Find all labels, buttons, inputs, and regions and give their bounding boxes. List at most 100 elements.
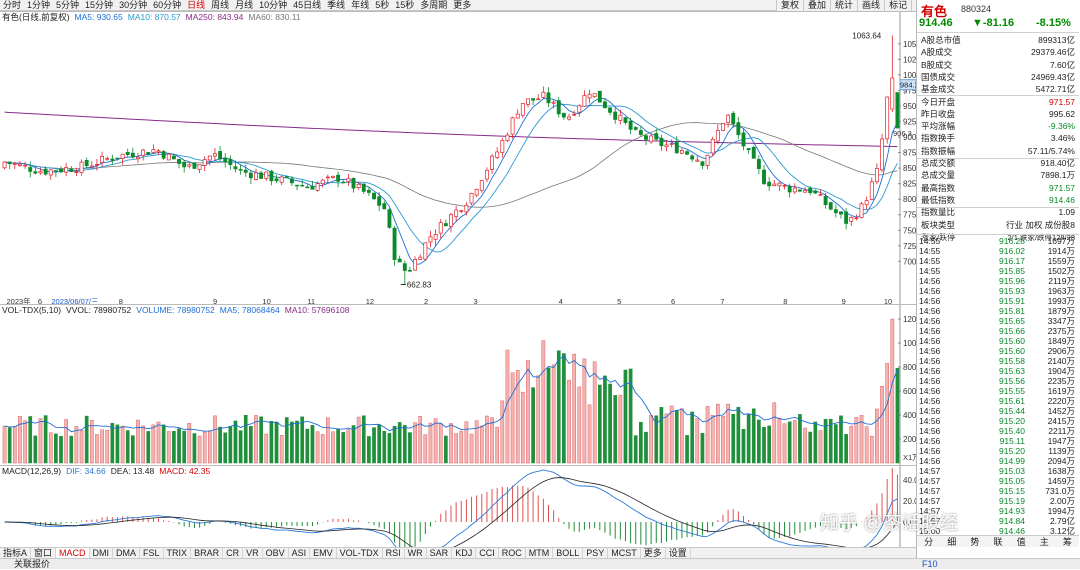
volume-bar[interactable] [736, 406, 741, 464]
candle[interactable] [449, 212, 453, 233]
quote-tab-0[interactable]: 分 [924, 537, 934, 547]
volume-bar[interactable] [372, 427, 376, 464]
candle[interactable] [644, 133, 648, 146]
tick-row[interactable]: 14:56 915.60 2906万 [917, 346, 1079, 357]
volume-bar[interactable] [141, 425, 145, 464]
volume-bar[interactable] [562, 353, 566, 464]
candle[interactable] [289, 176, 294, 187]
candle[interactable] [577, 104, 582, 117]
candle[interactable] [772, 179, 777, 187]
volume-bar[interactable] [608, 383, 612, 464]
period-11[interactable]: 季线 [327, 0, 346, 10]
volume-bar[interactable] [551, 364, 556, 464]
tool-button-0[interactable]: 复权 [776, 0, 804, 11]
volume-bar[interactable] [48, 432, 53, 464]
volume-bar[interactable] [469, 433, 474, 464]
volume-bar[interactable] [490, 417, 494, 464]
volume-bar[interactable] [880, 385, 884, 464]
volume-bar[interactable] [172, 431, 176, 464]
candle[interactable] [428, 230, 433, 248]
volume-bar[interactable] [813, 421, 818, 464]
indicator-tab-23[interactable]: MCST [608, 547, 641, 559]
candle[interactable] [679, 147, 684, 155]
volume-bar[interactable] [459, 430, 464, 464]
volume-bar[interactable] [38, 418, 43, 464]
quote-tab-2[interactable]: 势 [970, 537, 980, 547]
candle[interactable] [741, 128, 746, 151]
candle[interactable] [895, 92, 900, 129]
indicator-tab-2[interactable]: MACD [56, 547, 90, 559]
volume-bar[interactable] [690, 411, 695, 464]
indicator-tab-13[interactable]: VOL-TDX [337, 547, 383, 559]
volume-bar[interactable] [510, 372, 515, 464]
candle[interactable] [218, 145, 223, 162]
period-8[interactable]: 月线 [235, 0, 254, 10]
indicator-tab-9[interactable]: VR [243, 547, 263, 559]
candle[interactable] [561, 112, 566, 120]
macd-panel[interactable]: 40.00 20.00 0.00 [0, 465, 924, 562]
volume-bar[interactable] [849, 425, 854, 464]
candle[interactable] [166, 153, 171, 161]
volume-bar[interactable] [177, 428, 181, 464]
volume-bar[interactable] [356, 416, 361, 464]
volume-bar[interactable] [777, 417, 782, 464]
candlestick-chart[interactable]: 1050102510009759509259008758508258007757… [0, 12, 921, 306]
period-1[interactable]: 1分钟 [27, 0, 51, 10]
candle[interactable] [505, 132, 510, 142]
candle[interactable] [515, 109, 520, 119]
tick-row[interactable]: 14:56 915.81 1879万 [917, 306, 1079, 317]
volume-bar[interactable] [726, 403, 730, 464]
candle[interactable] [361, 183, 366, 194]
tick-row[interactable]: 14:56 915.56 2235万 [917, 376, 1079, 387]
tick-row[interactable]: 14:57 915.19 2.00万 [917, 496, 1079, 507]
candle[interactable] [443, 219, 448, 227]
candle[interactable] [787, 183, 792, 198]
tool-button-4[interactable]: 标记 [884, 0, 912, 11]
volume-bar[interactable] [864, 426, 869, 464]
candle[interactable] [777, 182, 782, 191]
candle[interactable] [171, 153, 176, 160]
period-14[interactable]: 15秒 [395, 0, 415, 10]
candle[interactable] [223, 153, 228, 168]
volume-bar[interactable] [654, 415, 659, 464]
volume-bar[interactable] [628, 368, 633, 464]
candle[interactable] [572, 110, 577, 117]
candle[interactable] [187, 163, 192, 169]
candle[interactable] [110, 154, 115, 165]
volume-bar[interactable] [515, 370, 520, 464]
tick-row[interactable]: 14:56 915.66 2375万 [917, 326, 1079, 337]
volume-bar[interactable] [556, 350, 561, 464]
volume-bar[interactable] [84, 415, 89, 464]
tick-row[interactable]: 14:56 915.60 1849万 [917, 336, 1079, 347]
quote-tab-5[interactable]: 主 [1039, 537, 1049, 547]
volume-bar[interactable] [792, 420, 797, 464]
candle[interactable] [325, 174, 330, 184]
candle[interactable] [500, 137, 505, 158]
volume-bar[interactable] [7, 427, 12, 464]
volume-bar[interactable] [43, 415, 48, 464]
candle[interactable] [264, 171, 269, 181]
candle[interactable] [74, 167, 79, 177]
candle[interactable] [84, 157, 89, 169]
candle[interactable] [136, 152, 140, 164]
tick-row[interactable]: 14:56 915.93 1963万 [917, 286, 1079, 297]
candle[interactable] [474, 188, 479, 198]
candle[interactable] [880, 133, 884, 172]
indicator-tab-3[interactable]: DMI [90, 547, 114, 559]
volume-bar[interactable] [243, 414, 248, 464]
volume-bar[interactable] [577, 386, 582, 464]
candle[interactable] [556, 97, 561, 118]
candle[interactable] [408, 266, 412, 273]
volume-bar[interactable] [290, 421, 294, 464]
candle[interactable] [177, 158, 181, 169]
volume-bar[interactable] [197, 435, 202, 464]
volume-bar[interactable] [300, 416, 305, 464]
volume-bar[interactable] [136, 419, 140, 464]
quote-tab-4[interactable]: 值 [1016, 537, 1026, 547]
volume-bar[interactable] [408, 432, 412, 464]
volume-bar[interactable] [428, 422, 433, 464]
candle[interactable] [874, 163, 879, 185]
candle[interactable] [125, 148, 130, 158]
volume-bar[interactable] [895, 367, 900, 464]
candle[interactable] [495, 147, 500, 159]
